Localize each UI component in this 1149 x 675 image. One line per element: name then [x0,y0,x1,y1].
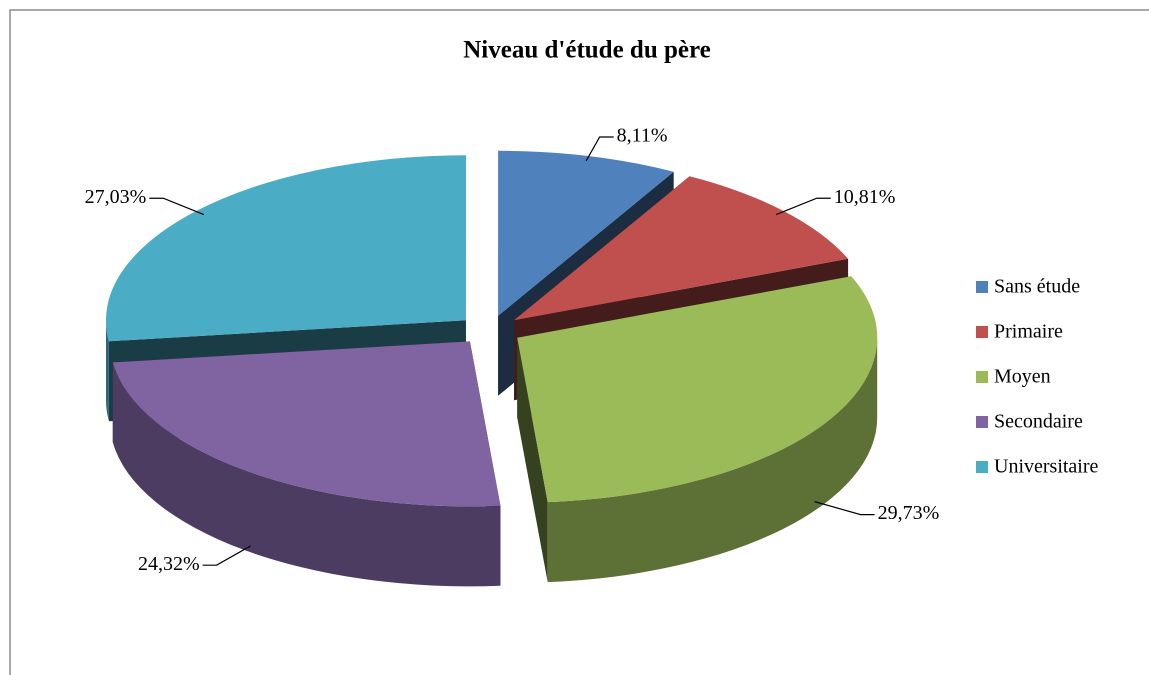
legend-swatch [976,416,988,428]
legend-label: Universitaire [994,456,1099,478]
pie-slice [517,276,878,583]
slice-top [514,176,849,321]
slice-top [112,341,501,507]
leader-line [814,501,875,516]
legend-swatch [976,461,988,473]
slice-top [498,150,674,316]
data-label: 24,32% [138,553,200,575]
legend-swatch [976,371,988,383]
legend-label: Sans étude [994,276,1080,298]
legend-swatch [976,326,988,338]
slice-side [517,337,548,583]
legend-swatch [976,281,988,293]
legend-label: Moyen [994,366,1051,388]
data-label: 8,11% [617,125,668,147]
data-label: 27,03% [85,186,147,208]
slice-top [105,155,466,342]
legend-label: Secondaire [994,411,1083,433]
legend-label: Primaire [994,321,1063,343]
slice-wall [112,362,501,587]
chart-frame [9,9,1149,675]
leader-line [149,197,205,216]
pie-slice [112,341,501,587]
slice-top [517,276,878,503]
leader-line [585,136,614,162]
data-label: 10,81% [834,186,896,208]
leader-line [775,197,831,216]
slice-wall [105,320,109,422]
data-label: 29,73% [878,502,940,524]
chart-title: Niveau d'étude du père [463,37,710,64]
slice-wall [547,337,878,583]
leader-line [202,545,251,566]
